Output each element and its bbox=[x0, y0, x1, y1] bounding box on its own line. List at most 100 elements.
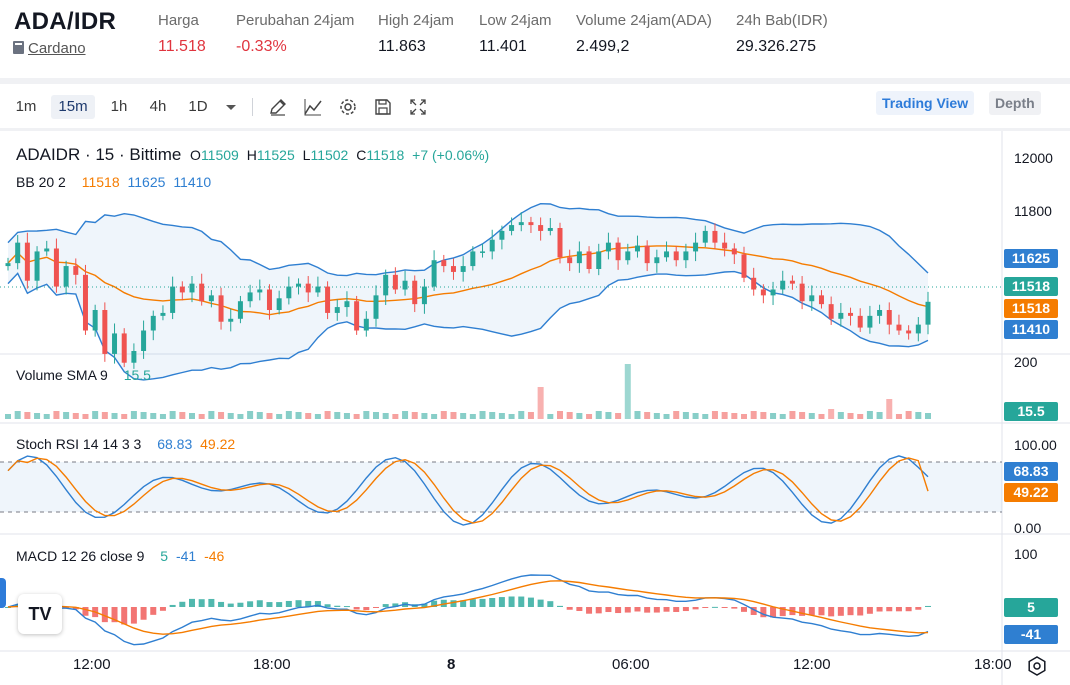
volume-bar bbox=[857, 414, 864, 419]
candle-body bbox=[44, 248, 50, 252]
macd-hist-bar bbox=[837, 607, 844, 616]
drawer-handle[interactable] bbox=[0, 578, 6, 608]
interval-15m[interactable]: 15m bbox=[51, 95, 95, 119]
candle-body bbox=[770, 289, 776, 296]
candle-body bbox=[431, 260, 437, 287]
stoch-k-value: 68.83 bbox=[157, 436, 193, 452]
candle-body bbox=[344, 301, 350, 308]
volume-bar bbox=[150, 413, 157, 419]
volume-bar bbox=[750, 411, 757, 419]
chart-toolbar: 1m 15m 1h 4h 1D Trading View Depth bbox=[0, 84, 1070, 130]
volume-bar bbox=[53, 411, 60, 419]
candle-body bbox=[712, 230, 718, 243]
candle-body bbox=[489, 239, 495, 252]
volume-bar bbox=[5, 414, 11, 419]
volume-bar bbox=[227, 413, 234, 419]
macd-hist-bar bbox=[101, 607, 108, 623]
volume-bar bbox=[82, 414, 89, 419]
candle-body bbox=[179, 286, 185, 293]
volume-bar bbox=[450, 412, 457, 419]
indicators-icon[interactable] bbox=[303, 97, 323, 117]
volume-bar bbox=[334, 412, 341, 419]
bb-label: BB 20 2 bbox=[16, 174, 66, 190]
candle-body bbox=[780, 280, 786, 290]
candle-body bbox=[257, 289, 263, 293]
macd-hist-bar bbox=[130, 607, 137, 624]
interval-1h[interactable]: 1h bbox=[110, 98, 128, 115]
bb-lower-tag: 11410 bbox=[1004, 320, 1058, 339]
stoch-d-line bbox=[7, 457, 929, 524]
candle-body bbox=[237, 301, 243, 319]
macd-hist-bar bbox=[925, 605, 931, 607]
candle-body bbox=[925, 301, 931, 325]
open-value: 11509 bbox=[200, 147, 239, 163]
macd-hist-bar bbox=[324, 604, 331, 607]
candle-body bbox=[848, 312, 854, 316]
gear-icon[interactable] bbox=[338, 97, 358, 117]
interval-1d[interactable]: 1D bbox=[188, 98, 208, 115]
candle-body bbox=[102, 310, 108, 354]
draw-pen-icon[interactable] bbox=[268, 97, 288, 117]
volume-bar bbox=[479, 411, 486, 419]
volume-bar bbox=[741, 414, 747, 419]
volume-label: Volume SMA 9 bbox=[16, 367, 108, 383]
volume-bar bbox=[915, 412, 922, 419]
ohlc-label: H bbox=[246, 147, 257, 163]
candle-body bbox=[305, 283, 311, 293]
volume-bar bbox=[847, 413, 854, 419]
interval-1m[interactable]: 1m bbox=[15, 98, 37, 115]
macd-hist-bar bbox=[566, 607, 573, 610]
macd-hist-bar bbox=[314, 601, 321, 607]
macd-hist-bar bbox=[82, 607, 89, 616]
bb-band-fill bbox=[8, 203, 928, 380]
candle-body bbox=[857, 315, 863, 328]
candle-body bbox=[654, 257, 660, 264]
macd-hist-bar bbox=[905, 607, 912, 612]
chart-settings-icon[interactable] bbox=[1026, 655, 1048, 677]
candle-body bbox=[528, 222, 534, 226]
volume-bar bbox=[692, 413, 699, 419]
volume-bar bbox=[760, 412, 767, 419]
candle-body bbox=[509, 225, 515, 231]
volume-bar bbox=[43, 414, 50, 419]
macd-hist-bar bbox=[382, 604, 389, 607]
volume-bar bbox=[586, 414, 593, 419]
candle-body bbox=[634, 245, 640, 252]
macd-hist-bar bbox=[508, 596, 515, 607]
macd-hist-bar bbox=[179, 601, 186, 607]
book-icon bbox=[13, 41, 24, 54]
candle-body bbox=[896, 324, 902, 331]
candle-body bbox=[499, 230, 505, 240]
candle-body bbox=[208, 295, 214, 302]
volume-bar bbox=[179, 412, 186, 419]
pair-title: ADA/IDR bbox=[14, 8, 117, 35]
candle-body bbox=[751, 277, 757, 290]
depth-tab[interactable]: Depth bbox=[989, 91, 1041, 115]
volume-axis-label: 200 bbox=[1014, 354, 1038, 370]
volume-bar bbox=[402, 411, 409, 419]
stat-change: Perubahan 24jam -0.33% bbox=[236, 12, 354, 56]
stat-volume: Volume 24jam(ADA) 2.499,2 bbox=[576, 12, 712, 56]
chevron-down-icon[interactable] bbox=[221, 97, 241, 117]
toolbar-divider bbox=[0, 128, 1070, 131]
price-chart[interactable]: 12000 11800 200 100.00 0.00 100 bbox=[0, 131, 1070, 685]
coin-link[interactable]: Cardano bbox=[28, 40, 86, 57]
tradingview-logo-icon[interactable]: TV bbox=[18, 594, 62, 634]
macd-hist-bar bbox=[247, 601, 254, 607]
candle-body bbox=[731, 248, 737, 255]
trading-view-tab[interactable]: Trading View bbox=[876, 91, 975, 115]
volume-bar bbox=[24, 412, 31, 419]
stoch-legend: Stoch RSI 14 14 3 3 68.83 49.22 bbox=[16, 436, 239, 452]
macd-hist-bar bbox=[576, 607, 583, 612]
candle-body bbox=[15, 242, 21, 264]
bb-basis-tag: 11518 bbox=[1004, 299, 1058, 318]
volume-bar bbox=[305, 413, 312, 419]
candle-body bbox=[673, 251, 679, 261]
volume-bar bbox=[702, 414, 709, 419]
macd-hist-bar bbox=[518, 596, 525, 607]
save-icon[interactable] bbox=[373, 97, 393, 117]
volume-bar bbox=[634, 411, 641, 419]
interval-4h[interactable]: 4h bbox=[149, 98, 167, 115]
fullscreen-icon[interactable] bbox=[408, 97, 428, 117]
candle-body bbox=[63, 266, 69, 287]
